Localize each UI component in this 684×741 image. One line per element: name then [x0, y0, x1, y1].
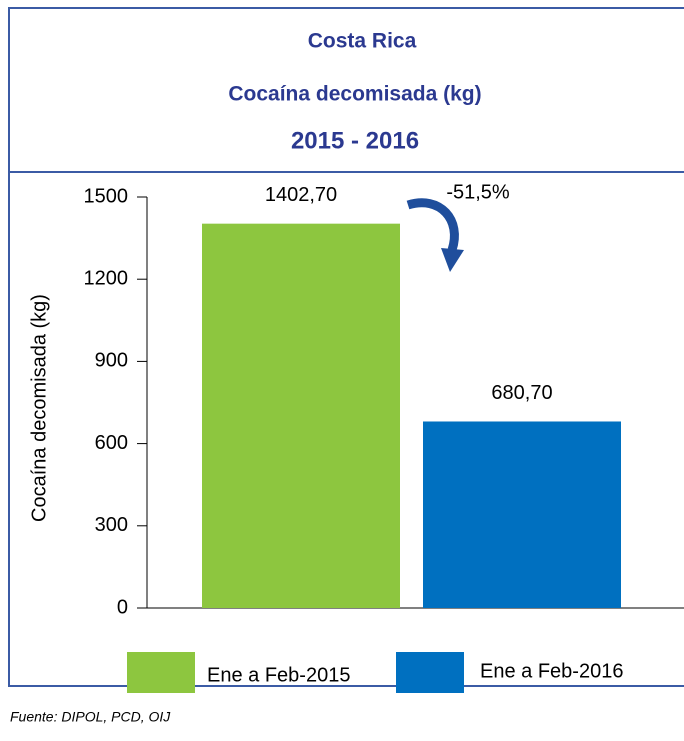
chart-title: Costa Rica — [308, 30, 417, 53]
legend-label: Ene a Feb-2015 — [207, 664, 350, 686]
legend-swatch — [127, 652, 195, 693]
y-tick-label: 600 — [95, 432, 128, 454]
chart-subtitle: Cocaína decomisada (kg) — [228, 83, 481, 106]
y-tick-label: 0 — [117, 596, 128, 618]
legend-label: Ene a Feb-2016 — [480, 660, 623, 682]
y-axis-label: Cocaína decomisada (kg) — [28, 294, 50, 522]
value-label: 680,70 — [491, 382, 552, 404]
arrow — [406, 198, 459, 252]
arrow-head — [441, 248, 464, 272]
frame — [8, 7, 684, 687]
y-tick-label: 300 — [95, 514, 128, 536]
y-tick-label: 900 — [95, 350, 128, 372]
y-tick-label: 1200 — [84, 267, 129, 289]
source: Fuente: DIPOL, PCD, OIJ — [10, 709, 171, 725]
annotation: -51,5% — [446, 181, 510, 203]
legend-swatch — [396, 652, 464, 693]
bar — [423, 421, 621, 608]
y-tick-label: 1500 — [84, 185, 129, 207]
bar — [202, 223, 400, 608]
value-label: 1402,70 — [265, 184, 337, 206]
chart-period: 2015 - 2016 — [291, 127, 419, 154]
